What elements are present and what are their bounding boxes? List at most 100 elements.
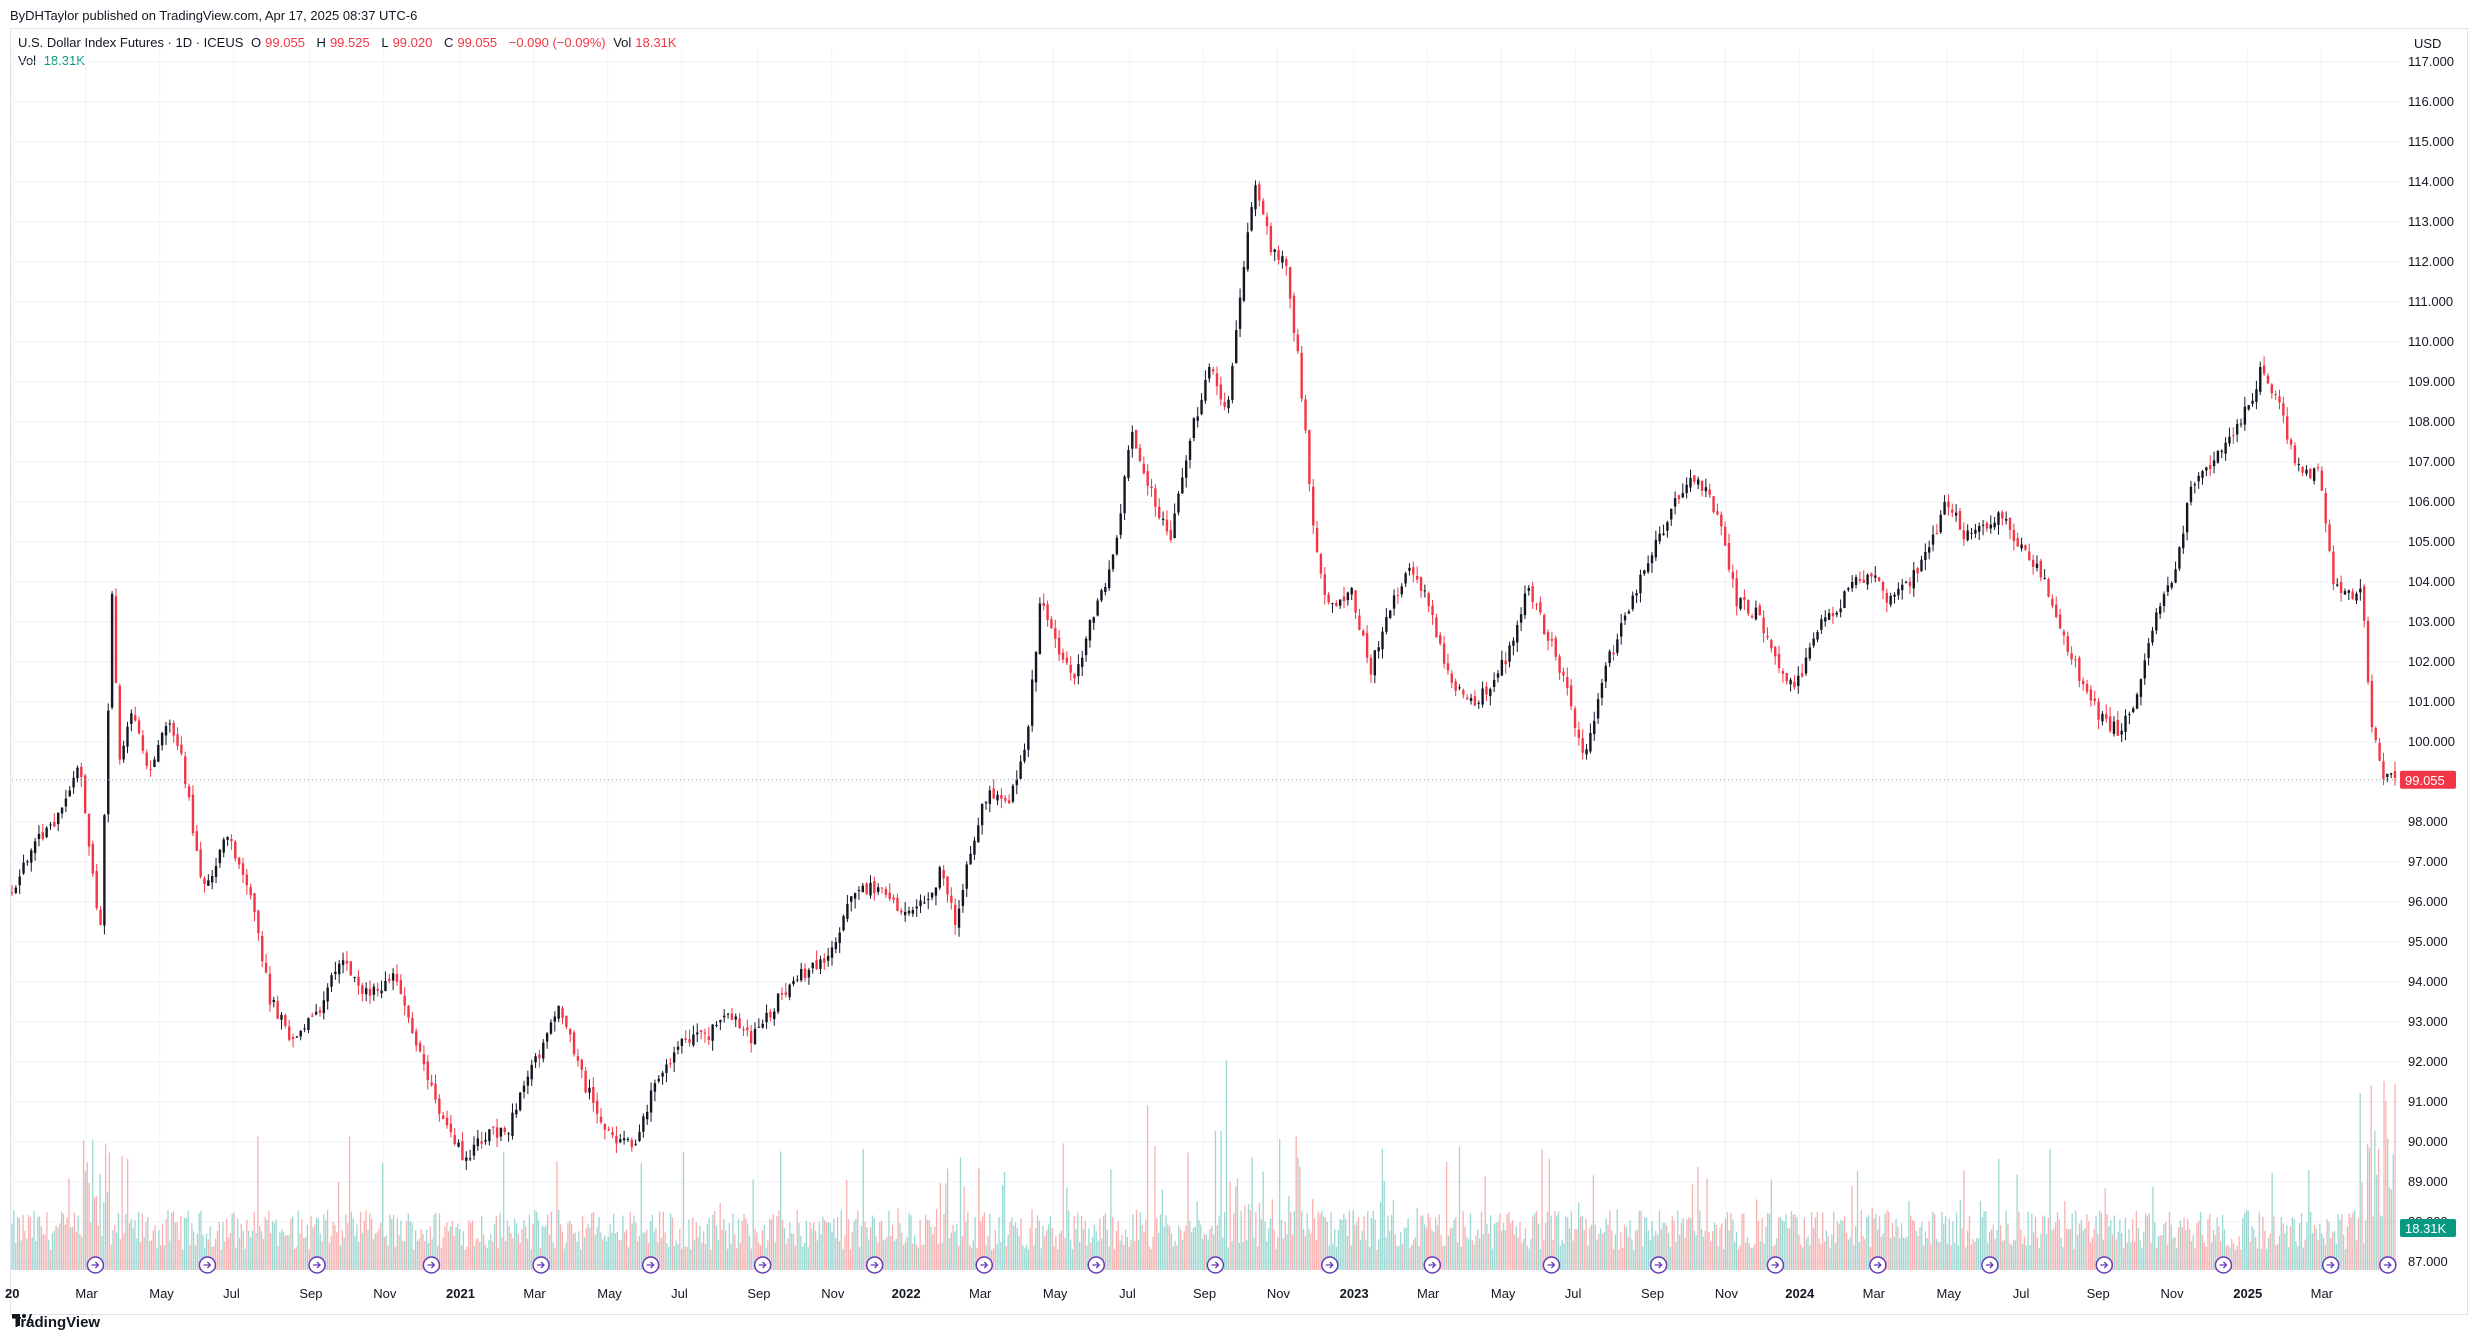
- candle-body: [896, 897, 899, 911]
- candle: [965, 861, 968, 898]
- candle: [1496, 669, 1500, 683]
- candle: [2162, 591, 2166, 613]
- symbol-legend: U.S. Dollar Index Futures · 1D · ICEUS O…: [18, 34, 685, 70]
- candle: [199, 841, 202, 879]
- candle: [2278, 389, 2281, 410]
- currency-label[interactable]: USD: [2414, 36, 2442, 51]
- candle: [480, 1131, 483, 1149]
- volume-bar: [1260, 1219, 1262, 1270]
- candle: [1596, 693, 1600, 724]
- candle-body: [2066, 636, 2069, 652]
- candle-body: [2105, 714, 2108, 719]
- y-tick-label: 91.000: [2408, 1094, 2448, 1109]
- volume-bar: [1820, 1244, 1822, 1270]
- volume-bar: [756, 1232, 758, 1270]
- volume-bar: [1334, 1229, 1336, 1270]
- candle: [2120, 723, 2123, 743]
- candle: [1881, 580, 1885, 600]
- candle-body: [861, 885, 864, 893]
- volume-bar: [2174, 1237, 2176, 1270]
- candle-body: [696, 1032, 699, 1035]
- candle-body: [1188, 440, 1192, 460]
- volume-bar: [82, 1140, 85, 1270]
- candle-body: [703, 1032, 707, 1034]
- tradingview-logo-text[interactable]: TradingView: [12, 1314, 101, 1331]
- volume-bar: [425, 1229, 428, 1270]
- volume-bar: [767, 1240, 769, 1270]
- candle: [622, 1130, 626, 1145]
- volume-bar: [352, 1218, 354, 1270]
- volume-bar: [882, 1240, 885, 1270]
- candle-body: [76, 767, 79, 779]
- candle-body: [634, 1143, 637, 1145]
- chart-area[interactable]: [10, 28, 2468, 1315]
- volume-bar: [2130, 1242, 2132, 1270]
- volume-bar: [495, 1215, 498, 1270]
- candle-body: [303, 1028, 306, 1030]
- event-marker-arrow: [2100, 1261, 2109, 1269]
- candle: [2004, 511, 2008, 525]
- volume-bar: [2394, 1083, 2396, 1270]
- y-tick-label: 116.000: [2408, 94, 2454, 109]
- volume-bar: [194, 1245, 197, 1270]
- volume-bar: [2287, 1247, 2290, 1270]
- volume-bar: [2214, 1235, 2216, 1270]
- volume-bar: [2258, 1212, 2260, 1270]
- candle-body: [107, 710, 110, 815]
- candle-body: [503, 1128, 506, 1133]
- candle-body: [2259, 367, 2262, 392]
- volume-bar: [414, 1230, 417, 1270]
- x-tick-label: 20: [5, 1286, 19, 1301]
- candle: [1030, 669, 1034, 732]
- symbol-title[interactable]: U.S. Dollar Index Futures · 1D · ICEUS: [18, 35, 244, 50]
- volume-bar: [1860, 1210, 1862, 1270]
- y-tick-label: 114.000: [2408, 174, 2454, 189]
- volume-bar: [2282, 1223, 2284, 1270]
- volume-bar: [2154, 1222, 2156, 1270]
- volume-bar: [2044, 1216, 2046, 1270]
- volume-bar: [2335, 1243, 2337, 1270]
- volume-bar: [1014, 1221, 1017, 1270]
- event-marker-icon: [1649, 1256, 1668, 1274]
- volume-bar: [1486, 1223, 1488, 1270]
- volume-bar: [1943, 1223, 1945, 1270]
- volume-bar: [1779, 1216, 1782, 1270]
- candle: [1450, 670, 1454, 689]
- candle: [1962, 522, 1966, 547]
- volume-bar: [1554, 1211, 1556, 1270]
- volume-bar: [1425, 1227, 1428, 1270]
- volume-bar: [1988, 1231, 1991, 1270]
- volume-bar: [1146, 1105, 1149, 1270]
- candle-body: [2128, 714, 2131, 716]
- volume-bar: [1062, 1143, 1064, 1270]
- volume-bar: [695, 1222, 697, 1270]
- volume-bar: [1752, 1247, 1754, 1270]
- volume-bar: [1722, 1248, 1725, 1270]
- volume-bar: [2254, 1237, 2257, 1270]
- volume-bar: [1864, 1239, 1866, 1270]
- candlesticks: [10, 180, 2397, 1171]
- candle-body: [2201, 471, 2204, 478]
- candle-body: [33, 841, 37, 854]
- volume-bar: [75, 1231, 77, 1270]
- volume-bar: [671, 1217, 674, 1270]
- volume-bar: [1159, 1214, 1162, 1270]
- candle: [1392, 589, 1396, 616]
- candle: [1354, 589, 1357, 619]
- candle-body: [299, 1030, 302, 1037]
- volume-bar: [492, 1241, 494, 1270]
- candle: [2043, 569, 2046, 580]
- candle-body: [45, 827, 48, 838]
- candle-body: [380, 990, 383, 994]
- volume-bar: [1444, 1245, 1446, 1270]
- candle-body: [730, 1013, 734, 1020]
- volume-bar: [1192, 1227, 1195, 1270]
- volume-bar: [2007, 1223, 2009, 1270]
- volume-bar: [1075, 1228, 1077, 1270]
- volume-bar: [1253, 1237, 1255, 1270]
- candle: [653, 1079, 657, 1102]
- volume-bar: [1029, 1227, 1031, 1270]
- candle-body: [1581, 738, 1584, 753]
- candle-body: [153, 759, 156, 767]
